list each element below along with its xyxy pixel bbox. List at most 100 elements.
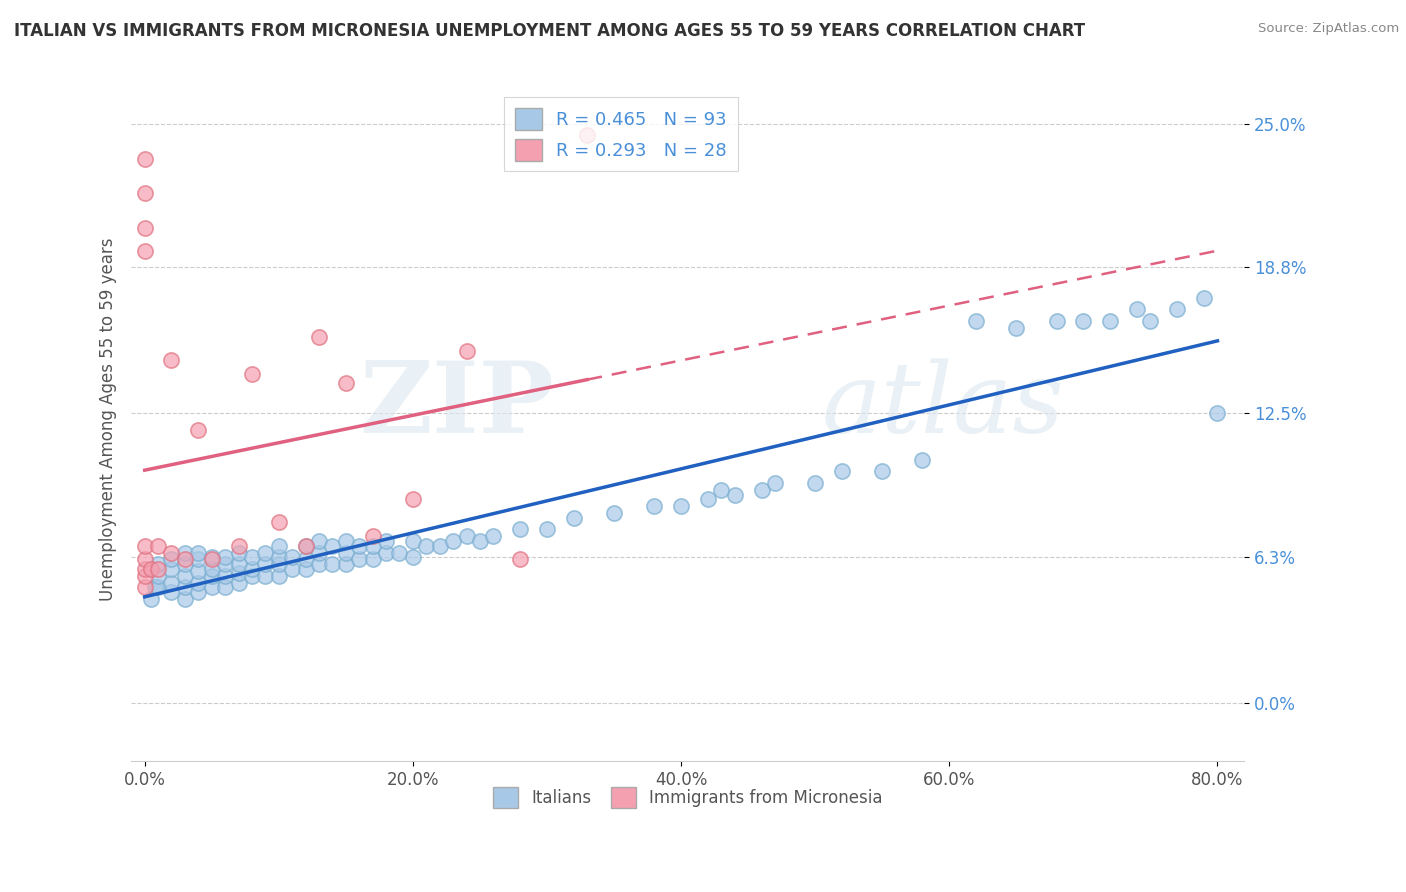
Point (509, 552, 531, 566)
Point (134, 221, 156, 235)
Point (134, 568, 156, 582)
Point (201, 562, 224, 576)
Point (294, 552, 316, 566)
Point (146, 557, 169, 571)
Point (240, 550, 263, 565)
Point (174, 580, 197, 594)
Point (201, 568, 224, 582)
Legend: Italians, Immigrants from Micronesia: Italians, Immigrants from Micronesia (486, 780, 890, 814)
Point (965, 314, 987, 328)
Point (308, 545, 330, 559)
Point (141, 562, 163, 576)
Point (1139, 314, 1161, 328)
Point (335, 557, 357, 571)
Text: ITALIAN VS IMMIGRANTS FROM MICRONESIA UNEMPLOYMENT AMONG AGES 55 TO 59 YEARS COR: ITALIAN VS IMMIGRANTS FROM MICRONESIA UN… (14, 22, 1085, 40)
Point (643, 499, 665, 513)
Point (160, 562, 183, 576)
Point (267, 557, 290, 571)
Point (134, 244, 156, 259)
Point (146, 562, 169, 576)
Point (281, 562, 304, 576)
Point (201, 552, 224, 566)
Point (1099, 314, 1122, 328)
Point (187, 585, 209, 599)
Point (146, 539, 169, 553)
Point (294, 539, 316, 553)
Point (870, 464, 893, 478)
Point (308, 533, 330, 548)
Point (134, 539, 156, 553)
Point (228, 539, 250, 553)
Point (160, 552, 183, 566)
Point (201, 580, 224, 594)
Point (468, 533, 491, 548)
Point (388, 545, 411, 559)
Point (321, 539, 343, 553)
Point (187, 552, 209, 566)
Point (267, 539, 290, 553)
Point (361, 529, 384, 543)
Point (441, 533, 464, 548)
Point (267, 516, 290, 530)
Point (347, 539, 370, 553)
Point (174, 568, 197, 582)
Point (254, 545, 277, 559)
Point (267, 550, 290, 565)
Point (710, 483, 733, 497)
Point (214, 550, 236, 565)
Point (228, 575, 250, 590)
Point (1192, 291, 1215, 305)
Point (228, 557, 250, 571)
Point (456, 529, 478, 543)
Point (174, 591, 197, 606)
Point (240, 568, 263, 582)
Point (160, 545, 183, 559)
Point (751, 483, 773, 497)
Point (831, 464, 853, 478)
Point (456, 343, 478, 358)
Point (228, 566, 250, 581)
Point (146, 568, 169, 582)
Point (134, 552, 156, 566)
Point (201, 550, 224, 565)
Point (281, 550, 304, 565)
Point (1045, 314, 1067, 328)
Point (267, 568, 290, 582)
Point (160, 575, 183, 590)
Point (1126, 302, 1149, 317)
Point (911, 452, 934, 467)
Point (402, 550, 425, 565)
Point (187, 545, 209, 559)
Point (214, 557, 236, 571)
Point (254, 557, 277, 571)
Point (141, 591, 163, 606)
Point (415, 539, 437, 553)
Point (228, 545, 250, 559)
Point (335, 533, 357, 548)
Point (214, 580, 236, 594)
Point (402, 533, 425, 548)
Point (361, 539, 384, 553)
Point (187, 564, 209, 578)
Point (134, 580, 156, 594)
Point (509, 522, 531, 536)
Point (308, 557, 330, 571)
Point (402, 492, 425, 507)
Point (308, 330, 330, 344)
Point (174, 557, 197, 571)
Point (254, 568, 277, 582)
Point (335, 376, 357, 391)
Point (1166, 302, 1188, 317)
Point (763, 475, 786, 490)
Point (240, 562, 263, 576)
Point (187, 423, 209, 437)
Point (375, 545, 398, 559)
Point (174, 552, 197, 566)
Point (335, 545, 357, 559)
Point (429, 539, 451, 553)
Point (347, 552, 370, 566)
Point (536, 522, 558, 536)
Point (696, 492, 718, 507)
Point (294, 539, 316, 553)
Point (361, 552, 384, 566)
